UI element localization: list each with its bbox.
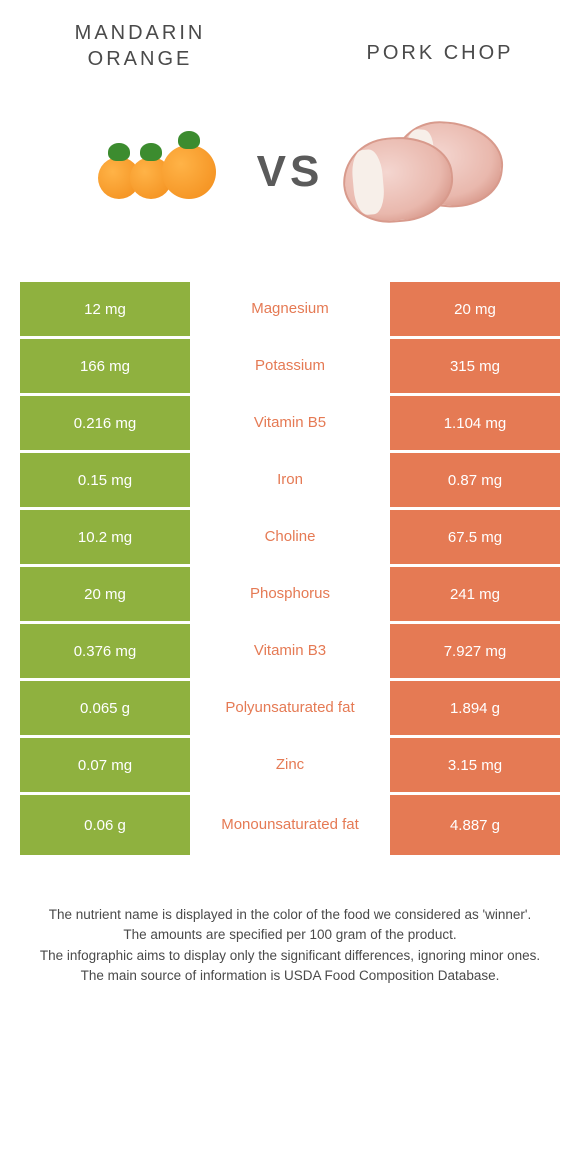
left-value-cell: 10.2 mg xyxy=(20,510,190,564)
left-value-cell: 0.15 mg xyxy=(20,453,190,507)
right-value-cell: 315 mg xyxy=(390,339,560,393)
nutrient-label-cell: Polyunsaturated fat xyxy=(190,681,390,735)
left-value-cell: 0.376 mg xyxy=(20,624,190,678)
left-value-cell: 0.216 mg xyxy=(20,396,190,450)
left-value-cell: 12 mg xyxy=(20,282,190,336)
nutrient-label-cell: Magnesium xyxy=(190,282,390,336)
table-row: 166 mgPotassium315 mg xyxy=(20,339,560,393)
footer-line: The amounts are specified per 100 gram o… xyxy=(20,925,560,945)
table-row: 0.216 mgVitamin B51.104 mg xyxy=(20,396,560,450)
nutrient-label-cell: Monounsaturated fat xyxy=(190,795,390,855)
right-value-cell: 241 mg xyxy=(390,567,560,621)
table-row: 0.376 mgVitamin B37.927 mg xyxy=(20,624,560,678)
footer-line: The nutrient name is displayed in the co… xyxy=(20,905,560,925)
nutrient-label-cell: Vitamin B3 xyxy=(190,624,390,678)
right-value-cell: 1.894 g xyxy=(390,681,560,735)
right-value-cell: 20 mg xyxy=(390,282,560,336)
table-row: 0.06 gMonounsaturated fat4.887 g xyxy=(20,795,560,855)
nutrient-label-cell: Iron xyxy=(190,453,390,507)
orange-icon xyxy=(162,145,216,199)
nutrient-table: 12 mgMagnesium20 mg166 mgPotassium315 mg… xyxy=(20,282,560,855)
nutrient-label-cell: Vitamin B5 xyxy=(190,396,390,450)
table-row: 0.15 mgIron0.87 mg xyxy=(20,453,560,507)
nutrient-label-cell: Phosphorus xyxy=(190,567,390,621)
right-value-cell: 7.927 mg xyxy=(390,624,560,678)
right-value-cell: 3.15 mg xyxy=(390,738,560,792)
table-row: 0.065 gPolyunsaturated fat1.894 g xyxy=(20,681,560,735)
nutrient-label-cell: Choline xyxy=(190,510,390,564)
table-row: 0.07 mgZinc3.15 mg xyxy=(20,738,560,792)
vs-row: VS xyxy=(0,82,580,282)
left-food-image xyxy=(67,112,247,232)
right-value-cell: 1.104 mg xyxy=(390,396,560,450)
right-food-image xyxy=(333,112,513,232)
left-value-cell: 166 mg xyxy=(20,339,190,393)
footer-line: The infographic aims to display only the… xyxy=(20,946,560,966)
left-food-title: Mandarin Orange xyxy=(40,20,240,72)
table-row: 20 mgPhosphorus241 mg xyxy=(20,567,560,621)
vs-label: VS xyxy=(257,147,324,197)
right-value-cell: 67.5 mg xyxy=(390,510,560,564)
right-value-cell: 0.87 mg xyxy=(390,453,560,507)
nutrient-label-cell: Potassium xyxy=(190,339,390,393)
right-food-title: Pork chop xyxy=(340,20,540,72)
header-row: Mandarin Orange Pork chop xyxy=(0,0,580,82)
right-value-cell: 4.887 g xyxy=(390,795,560,855)
nutrient-label-cell: Zinc xyxy=(190,738,390,792)
left-value-cell: 0.06 g xyxy=(20,795,190,855)
left-value-cell: 20 mg xyxy=(20,567,190,621)
left-value-cell: 0.065 g xyxy=(20,681,190,735)
left-value-cell: 0.07 mg xyxy=(20,738,190,792)
table-row: 10.2 mgCholine67.5 mg xyxy=(20,510,560,564)
footer-line: The main source of information is USDA F… xyxy=(20,966,560,986)
table-row: 12 mgMagnesium20 mg xyxy=(20,282,560,336)
footer-notes: The nutrient name is displayed in the co… xyxy=(20,905,560,986)
